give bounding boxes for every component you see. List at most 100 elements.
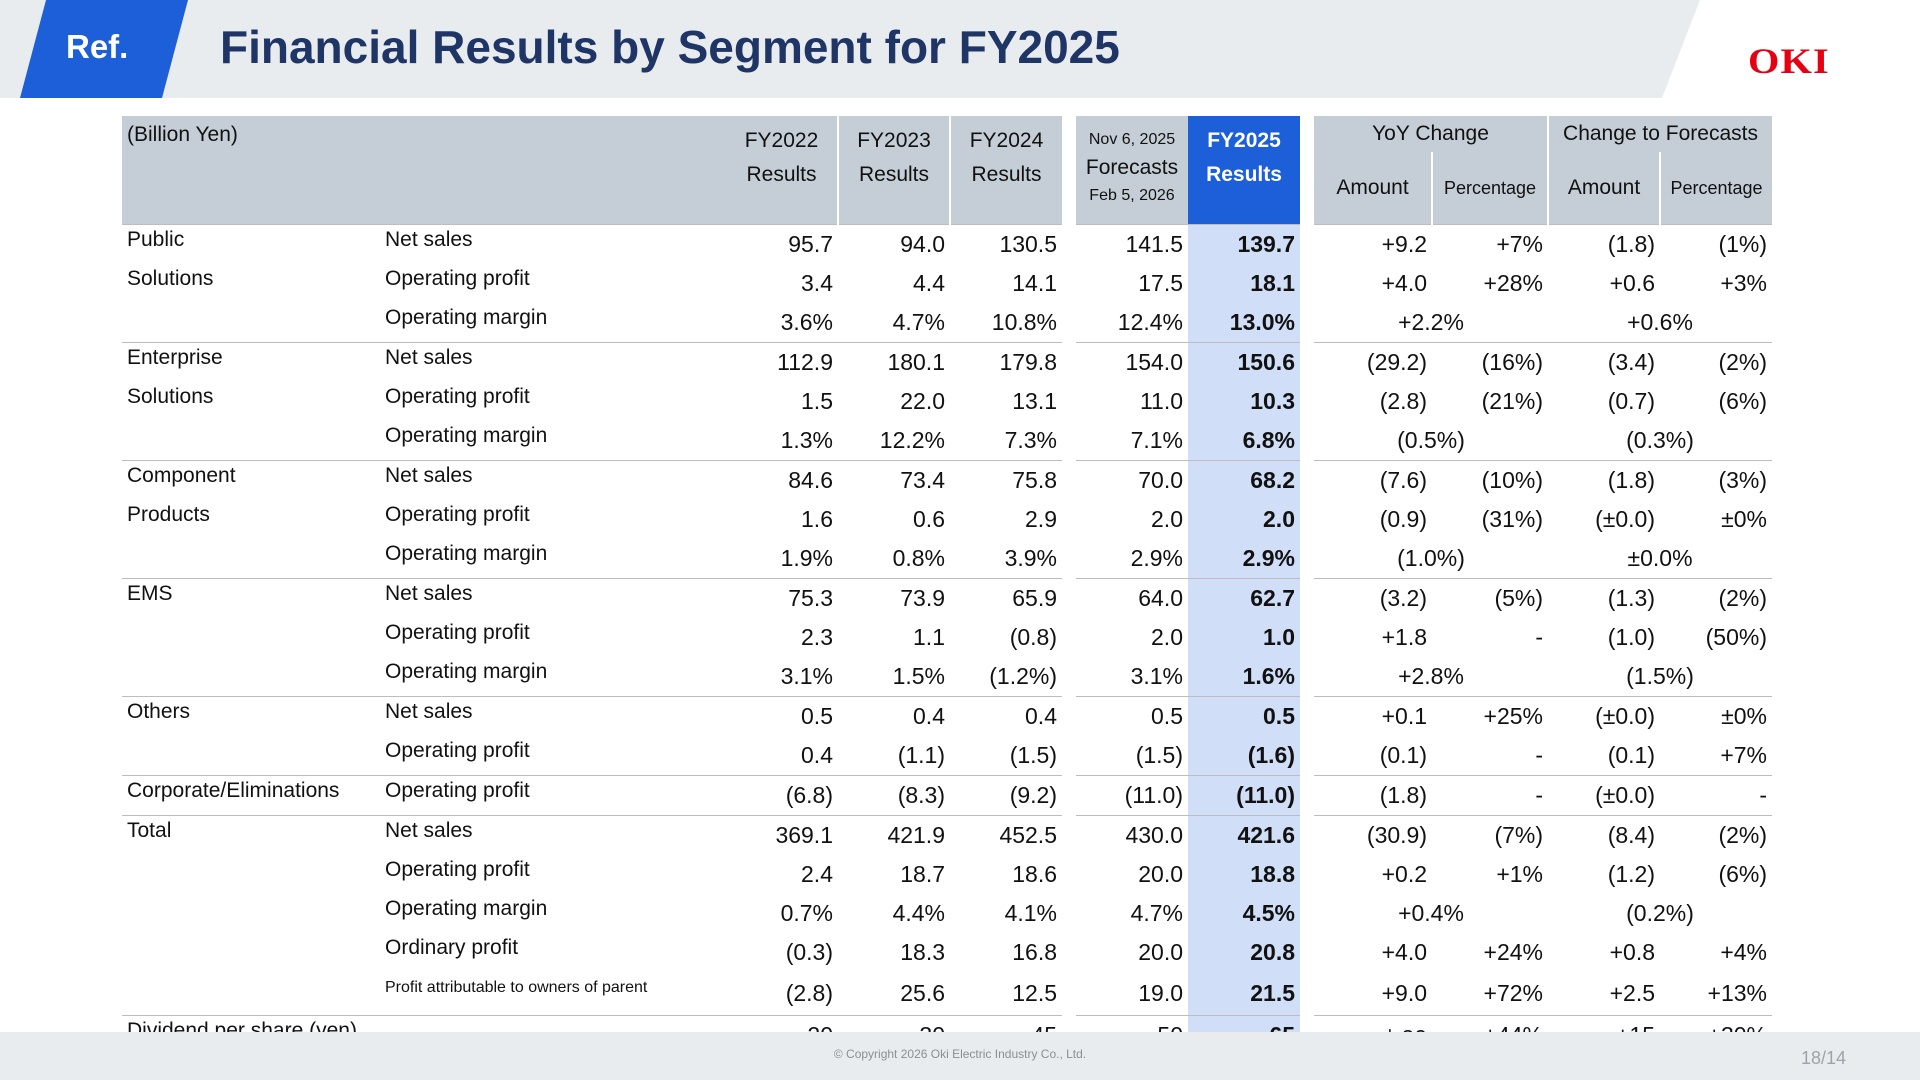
yoy-change: (1.0%) — [1397, 545, 1465, 571]
value-fy2024: 7.3% — [1004, 427, 1057, 453]
value-fy2025: 2.9% — [1188, 539, 1300, 579]
table-row: Operating margin 1.9% 0.8% 3.9% 2.9% 2.9% (1.0… — [122, 539, 1772, 579]
value-fy2023: 18.7 — [900, 861, 945, 887]
value-fy2023: 18.3 — [900, 939, 945, 965]
value-fy2025: 18.1 — [1188, 264, 1300, 303]
value-fy2025: 18.8 — [1188, 855, 1300, 894]
table-row: Total Net sales 369.1 421.9 452.5 430.0 421.6 (… — [122, 815, 1772, 855]
segment-label — [122, 421, 380, 461]
forecast-date-1: Nov 6, 2025 — [1088, 131, 1176, 148]
value-fy2022: (6.8) — [726, 775, 838, 816]
metric-label: Operating margin — [385, 424, 548, 447]
value-fy2025: 421.6 — [1188, 815, 1300, 855]
metric-label: Net sales — [380, 224, 726, 264]
forecast-change-amount: +2.5 — [1609, 980, 1655, 1006]
segment-label — [122, 618, 380, 657]
header-fy2024: FY2024 Results — [949, 116, 1062, 225]
segment-label: Component — [122, 460, 380, 500]
yoy-percentage: (31%) — [1481, 506, 1543, 532]
table-row: Operating margin 3.1% 1.5% (1.2%) 3.1% 1.6% +2… — [122, 657, 1772, 697]
table-row: Ordinary profit (0.3) 18.3 16.8 20.0 20.8 +4.0… — [122, 933, 1772, 972]
header-band — [0, 0, 1700, 98]
value-fy2024: 18.6 — [1012, 861, 1057, 887]
value-fy2025: 139.7 — [1188, 224, 1300, 264]
forecast-change-percentage: +13% — [1707, 980, 1767, 1006]
forecast-date-2: Feb 5, 2026 — [1089, 186, 1175, 204]
segment-label — [122, 539, 380, 579]
yoy-percentage: +1% — [1496, 861, 1543, 887]
forecast-change: ±0.0% — [1627, 545, 1693, 571]
value-fy2025: 1.6% — [1188, 657, 1300, 697]
metric-label: Operating margin — [385, 306, 548, 329]
header-yoy-percentage: Percentage — [1431, 152, 1548, 225]
value-fy2022: 2.4 — [801, 861, 833, 887]
forecast-change-percentage: (6%) — [1718, 861, 1767, 887]
forecast-change-percentage: ±0% — [1660, 696, 1772, 736]
value-fy2024: 179.8 — [950, 342, 1062, 382]
value-fy2022: 3.1% — [780, 663, 833, 689]
value-fy2025: 62.7 — [1188, 578, 1300, 618]
value-forecast: 3.1% — [1130, 663, 1183, 689]
value-fy2023: 73.9 — [838, 578, 950, 618]
value-forecast: 70.0 — [1076, 460, 1188, 500]
segment-label: Corporate/Eliminations — [122, 775, 380, 816]
value-fy2024: 10.8% — [991, 309, 1057, 335]
forecast-change-amount: (1.8) — [1548, 224, 1660, 264]
forecast-change-percentage: +7% — [1720, 742, 1767, 768]
value-forecast: 20.0 — [1138, 861, 1183, 887]
forecast-change-percentage: +3% — [1720, 270, 1767, 296]
header-yoy-change: YoY Change — [1314, 116, 1548, 152]
metric-label: Operating margin — [385, 542, 548, 565]
value-fy2023: 421.9 — [838, 815, 950, 855]
value-fy2024: (9.2) — [950, 775, 1062, 816]
value-fy2023: 25.6 — [900, 980, 945, 1006]
metric-label: Net sales — [380, 578, 726, 618]
forecast-change: (0.3%) — [1626, 427, 1694, 453]
yoy-percentage: +24% — [1483, 939, 1543, 965]
segment-label: Products — [127, 503, 210, 526]
header-fy2024-results: Results — [971, 163, 1042, 186]
yoy-amount: +1.8 — [1381, 624, 1427, 650]
metric-label: Profit attributable to owners of parent — [385, 979, 648, 996]
header-fy2025: FY2025 Results — [1188, 116, 1300, 225]
page-title: Financial Results by Segment for FY2025 — [220, 21, 1120, 73]
value-fy2022: 1.9% — [780, 545, 833, 571]
value-fy2022: 2.3 — [801, 624, 833, 650]
value-fy2025: 68.2 — [1188, 460, 1300, 500]
value-fy2022: 112.9 — [726, 342, 838, 382]
value-forecast: 11.0 — [1139, 388, 1183, 414]
value-fy2022: 0.7% — [780, 900, 833, 926]
value-fy2025: 20.8 — [1188, 933, 1300, 972]
value-fy2024: (1.5) — [1009, 742, 1057, 768]
forecast-change-amount: (±0.0) — [1595, 506, 1655, 532]
value-forecast: 4.7% — [1130, 900, 1183, 926]
segment-label — [122, 736, 380, 776]
yoy-amount: +9.2 — [1314, 224, 1432, 264]
forecast-change-percentage: (1%) — [1660, 224, 1772, 264]
forecast-change-amount: (±0.0) — [1548, 696, 1660, 736]
value-fy2023: 0.8% — [892, 545, 945, 571]
value-fy2022: 0.5 — [726, 696, 838, 736]
metric-label: Ordinary profit — [385, 936, 519, 959]
value-fy2022: 84.6 — [726, 460, 838, 500]
yoy-change: (0.5%) — [1397, 427, 1465, 453]
value-fy2023: (8.3) — [838, 775, 950, 816]
segment-label — [122, 303, 380, 343]
value-fy2022: 0.4 — [801, 742, 833, 768]
forecast-change-amount: +0.8 — [1609, 939, 1655, 965]
table-row: Operating profit 2.3 1.1 (0.8) 2.0 1.0 +1.8 - (1… — [122, 618, 1772, 657]
yoy-percentage: - — [1535, 624, 1543, 650]
value-forecast: 17.5 — [1138, 270, 1183, 296]
value-fy2022: 3.4 — [801, 270, 833, 296]
value-fy2023: 0.6 — [913, 506, 945, 532]
yoy-percentage: - — [1432, 775, 1548, 816]
value-forecast: 2.0 — [1151, 506, 1183, 532]
unit-label: (Billion Yen) — [122, 116, 726, 225]
value-forecast: 154.0 — [1076, 342, 1188, 382]
yoy-amount: +9.0 — [1381, 980, 1427, 1006]
yoy-percentage: +25% — [1432, 696, 1548, 736]
forecast-change-amount: (1.0) — [1607, 624, 1655, 650]
value-forecast: 141.5 — [1076, 224, 1188, 264]
value-forecast: 430.0 — [1076, 815, 1188, 855]
table-row: Operating profit 0.4 (1.1) (1.5) (1.5) (1.6)(… — [122, 736, 1772, 776]
